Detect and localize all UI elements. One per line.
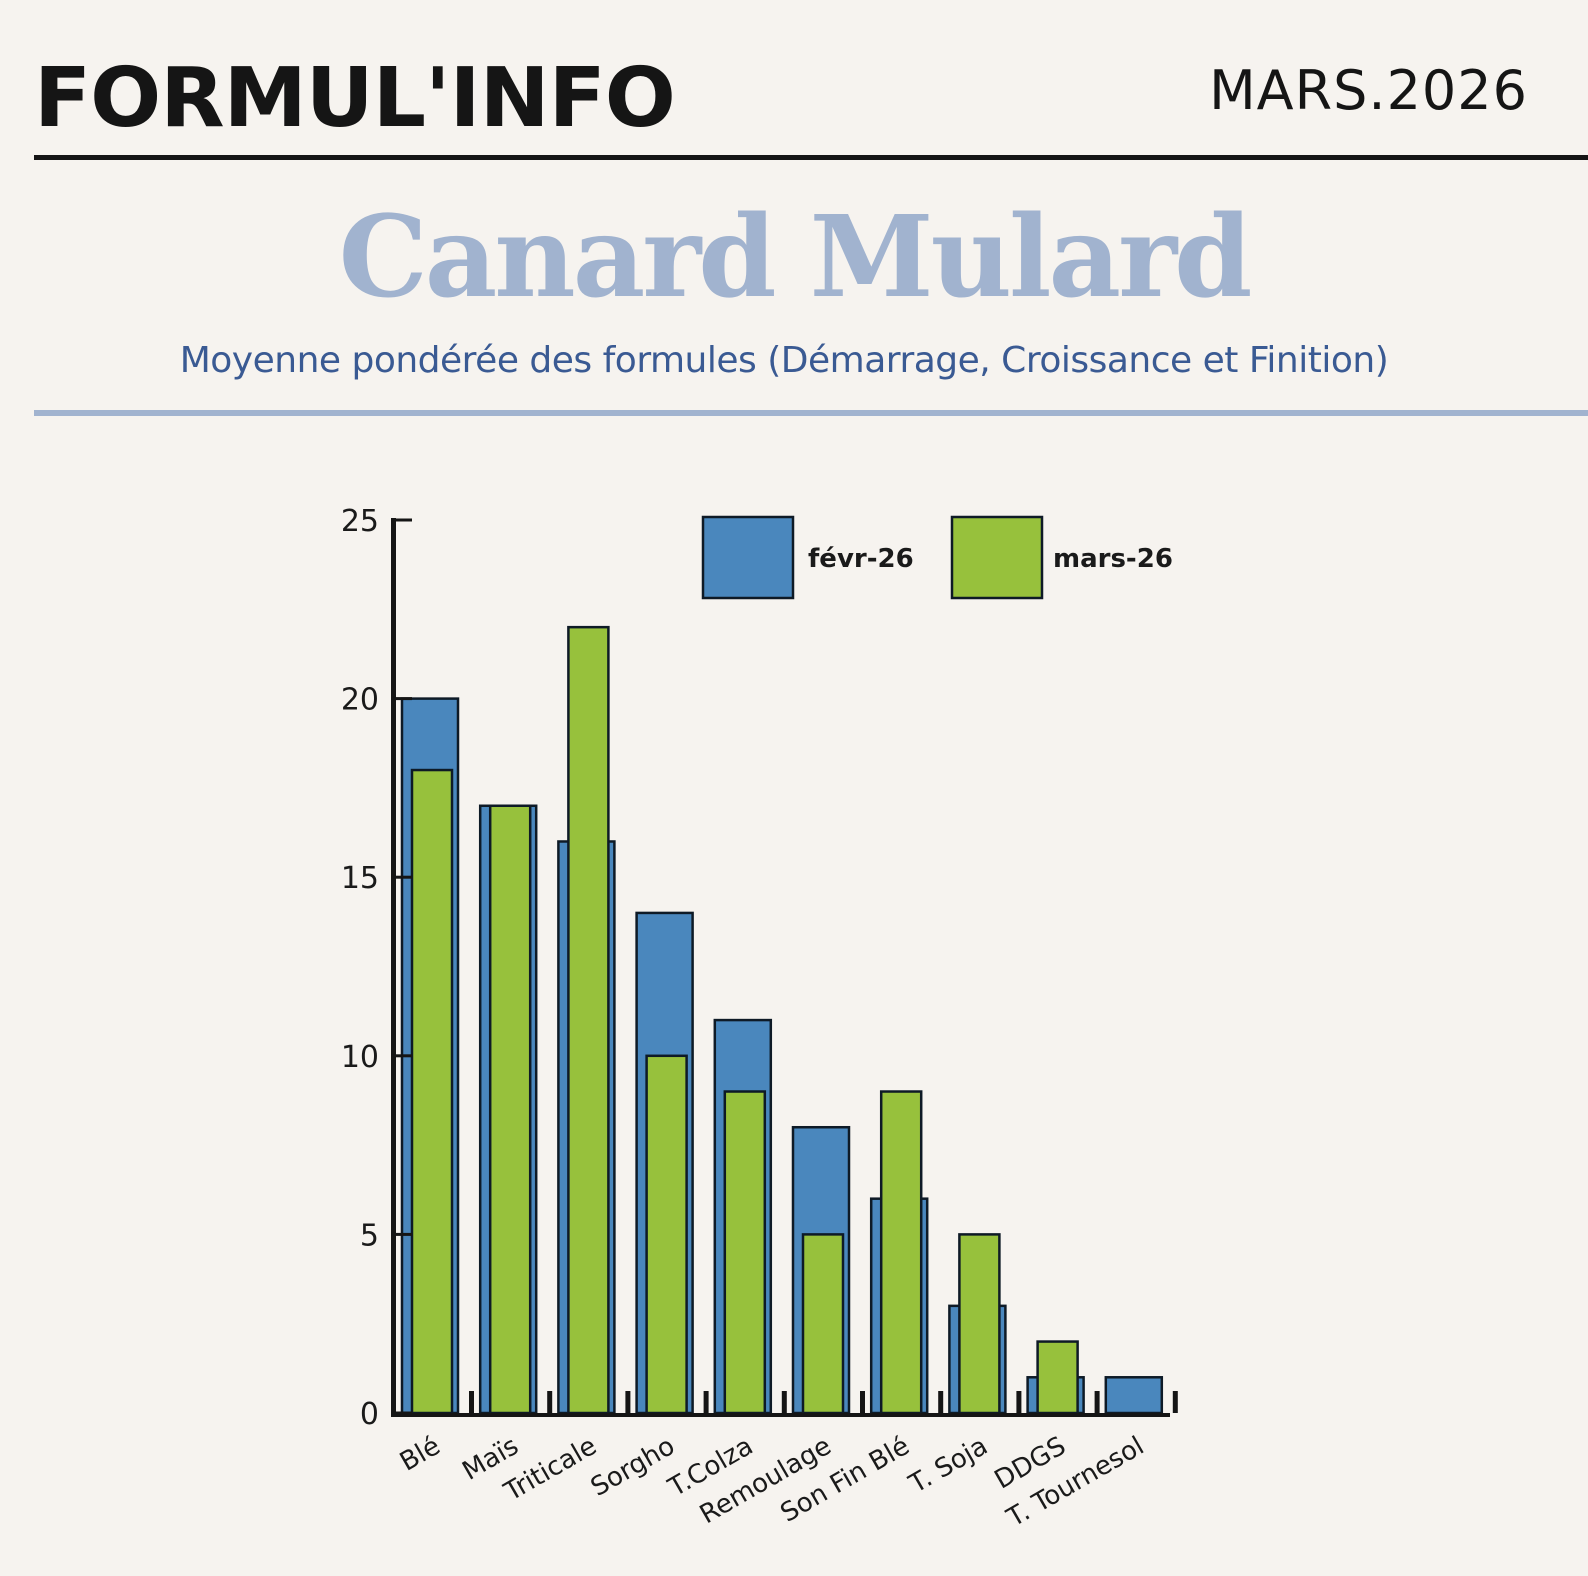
y-tick-label: 15 [341,861,379,896]
brand-logo: FORMUL'INFO [34,51,676,146]
x-tick-label: Sorgho [586,1431,680,1503]
bars-group [400,625,1164,1415]
x-tick [781,1391,787,1413]
y-tick-label: 10 [341,1040,379,1075]
x-tick [938,1391,944,1413]
header-divider [34,155,1588,160]
bar-mars-26 [723,1090,767,1415]
x-tick-label: T. Soja [904,1431,993,1500]
legend-label: mars-26 [1053,544,1173,574]
legend-swatch [950,515,1044,600]
chart-title: Canard Mulard [338,192,1253,323]
bar-mars-26 [958,1233,1001,1415]
x-tick [625,1391,631,1413]
x-tick [1172,1391,1178,1413]
y-tick-label: 25 [341,504,379,539]
y-tick-label: 0 [360,1397,379,1432]
x-tick-label: Blé [395,1431,446,1478]
bar-mars-26 [879,1090,923,1415]
legend: févr-26 mars-26 [701,515,1173,600]
bar-févr-26 [1104,1376,1164,1415]
x-tick [469,1391,474,1413]
y-tick-label: 20 [341,683,379,718]
issue-date: MARS.2026 [1209,59,1528,122]
x-tick [860,1391,865,1413]
legend-label: févr-26 [808,544,914,574]
x-tick [1016,1391,1022,1413]
bar-mars-26 [801,1233,845,1415]
bar-mars-26 [645,1054,688,1415]
x-tick [1094,1391,1100,1413]
legend-swatch [701,515,795,600]
x-tick [703,1391,709,1413]
bar-mars-26 [1036,1340,1079,1415]
bar-mars-26 [410,768,454,1415]
bar-mars-26 [567,625,610,1415]
x-tick [547,1391,553,1413]
title-divider [34,410,1588,416]
chart-subtitle: Moyenne pondérée des formules (Démarrage… [179,340,1389,381]
y-tick-label: 5 [360,1218,379,1253]
bar-mars-26 [488,804,532,1415]
